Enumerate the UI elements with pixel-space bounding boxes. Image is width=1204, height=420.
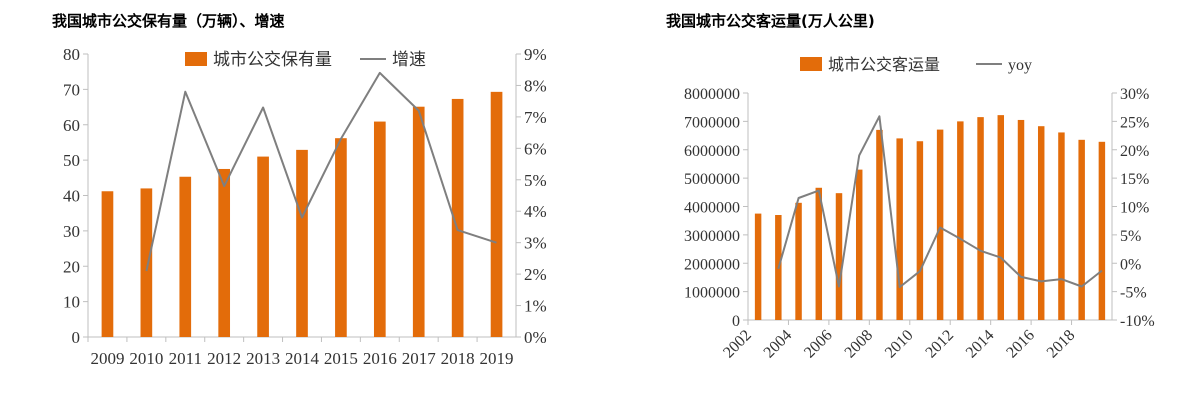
bar <box>815 187 823 320</box>
bar <box>936 129 944 320</box>
x-tick-label: 2017 <box>402 349 437 368</box>
x-tick-label: 2010 <box>129 349 163 368</box>
chart-title: 我国城市公交客运量(万人公里) <box>666 12 875 30</box>
y-left-tick-label: 8000000 <box>684 86 740 103</box>
bar <box>795 202 802 320</box>
bar <box>957 121 964 320</box>
x-tick-label: 2014 <box>963 327 998 362</box>
x-tick-label: 2006 <box>801 327 836 362</box>
y-right-tick-label: 0% <box>524 328 547 347</box>
x-tick-label: 2010 <box>882 327 917 362</box>
bar <box>876 129 883 320</box>
x-tick-label: 2014 <box>285 349 320 368</box>
bar <box>218 168 231 337</box>
x-tick-label: 2002 <box>720 327 755 362</box>
line-series <box>777 115 1103 289</box>
bar <box>101 191 114 337</box>
bar <box>835 193 843 320</box>
x-tick-label: 2009 <box>90 349 124 368</box>
x-tick-label: 2018 <box>441 349 475 368</box>
bar <box>257 156 269 337</box>
bar <box>373 121 386 337</box>
line-series <box>145 71 497 272</box>
chart-panel-bus-fleet: 我国城市公交保有量（万辆）、增速 0 10 20 30 40 50 60 70 80 0% 1% 2%… <box>0 0 600 420</box>
bar <box>896 138 903 320</box>
passenger-volume-chart: 0 1000000 2000000 3000000 4000000 5000000 6000… <box>684 56 1155 362</box>
y-left-tick-label: 60 <box>63 116 80 135</box>
y-left-tick-label: 2000000 <box>684 256 740 273</box>
bar <box>412 106 425 338</box>
y-left-tick-label: 0 <box>732 313 740 330</box>
bar <box>296 149 308 337</box>
bar <box>855 169 863 320</box>
bar <box>179 176 192 337</box>
y-right-tick-label: 5% <box>1120 228 1141 245</box>
bar <box>1017 119 1025 320</box>
bar <box>977 117 984 321</box>
y-right-tick-label: 3% <box>524 234 547 253</box>
legend-line-label: 增速 <box>392 50 426 69</box>
y-right-tick-label: 8% <box>524 76 547 95</box>
y-right-tick-label: 25% <box>1120 114 1149 131</box>
x-tick-label: 2013 <box>246 349 280 368</box>
x-tick-label: 2019 <box>480 349 514 368</box>
y-left-tick-label: 5000000 <box>684 171 740 188</box>
bar <box>140 188 153 337</box>
y-right-tick-label: 9% <box>524 45 547 64</box>
chart-title: 我国城市公交保有量（万辆）、增速 <box>52 12 285 30</box>
bar <box>1078 139 1085 320</box>
chart-panel-passenger-volume: 我国城市公交客运量(万人公里) 0 1000000 2000000 3000000 40… <box>640 0 1204 420</box>
y-left-tick-label: 4000000 <box>684 200 740 217</box>
legend-bar-swatch <box>185 52 207 66</box>
y-right-tick-label: 5% <box>524 171 547 190</box>
bar <box>335 138 347 337</box>
y-right-tick-label: 4% <box>524 202 547 221</box>
y-right-tick-label: 1% <box>524 297 547 316</box>
y-right-tick-label: 2% <box>524 265 547 284</box>
y-right-tick-label: 10% <box>1120 200 1149 217</box>
y-left-tick-label: 20 <box>63 257 80 276</box>
y-left-tick-label: 70 <box>63 80 80 99</box>
x-tick-label: 2012 <box>922 327 957 362</box>
x-tick-label: 2011 <box>169 349 202 368</box>
bar <box>754 213 762 320</box>
bar <box>451 98 464 338</box>
y-right-tick-label: 20% <box>1120 143 1149 160</box>
bar <box>1098 141 1106 320</box>
y-right-tick-label: 6% <box>524 139 547 158</box>
y-right-tick-label: 7% <box>524 108 547 127</box>
y-left-tick-label: 0 <box>72 328 81 347</box>
bus-fleet-chart: 0 10 20 30 40 50 60 70 80 0% 1% 2% 3% 4% 5% 6% 7% 8% 9% 200… <box>63 45 547 368</box>
y-left-tick-label: 7000000 <box>684 114 740 131</box>
y-left-tick-label: 80 <box>63 45 80 64</box>
bar <box>1037 126 1045 320</box>
y-left-tick-label: 50 <box>63 151 80 170</box>
x-tick-label: 2018 <box>1044 327 1079 362</box>
y-right-tick-label: 0% <box>1120 256 1141 273</box>
y-left-tick-label: 3000000 <box>684 228 740 245</box>
bar <box>916 141 924 320</box>
y-right-tick-label: 30% <box>1120 86 1149 103</box>
bar <box>490 91 503 337</box>
y-right-tick-label: -10% <box>1120 313 1155 330</box>
x-tick-label: 2015 <box>324 349 358 368</box>
x-tick-label: 2016 <box>1003 327 1038 362</box>
legend-bar-swatch <box>800 57 822 71</box>
y-left-tick-label: 10 <box>63 293 80 312</box>
y-left-tick-label: 1000000 <box>684 285 740 302</box>
y-left-tick-label: 30 <box>63 222 80 241</box>
bar <box>997 115 1005 320</box>
x-tick-label: 2016 <box>363 349 397 368</box>
legend-bar-label: 城市公交保有量 <box>213 50 332 69</box>
legend-line-label: yoy <box>1008 57 1032 74</box>
x-tick-label: 2004 <box>761 327 796 362</box>
y-right-tick-label: -5% <box>1120 285 1147 302</box>
bar <box>1058 132 1065 320</box>
y-right-tick-label: 15% <box>1120 171 1149 188</box>
x-tick-label: 2012 <box>207 349 241 368</box>
x-tick-label: 2008 <box>842 327 877 362</box>
y-left-tick-label: 40 <box>63 187 80 206</box>
y-left-tick-label: 6000000 <box>684 143 740 160</box>
legend-bar-label: 城市公交客运量 <box>828 56 940 74</box>
